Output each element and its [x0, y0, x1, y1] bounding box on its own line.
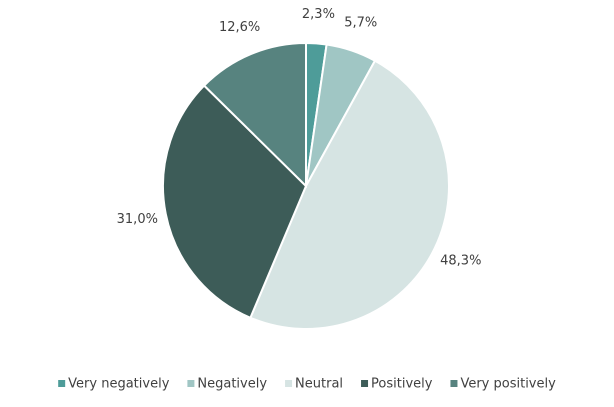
pie-slice [249, 59, 450, 330]
data-label: 12,6% [219, 20, 260, 35]
legend-label: Negatively [197, 377, 267, 392]
legend-marker [361, 380, 369, 387]
legend-label: Very negatively [68, 377, 170, 392]
legend-marker [285, 380, 293, 387]
pie-slice [202, 41, 307, 189]
legend-marker [187, 380, 195, 387]
legend-label: Neutral [295, 377, 343, 392]
data-label: 48,3% [440, 254, 481, 269]
legend-label: Positively [371, 377, 433, 392]
legend-marker [58, 380, 66, 387]
data-label: 5,7% [344, 15, 377, 30]
data-label: 2,3% [302, 7, 335, 22]
legend-marker [450, 380, 458, 387]
pie-slice [162, 84, 308, 320]
legend-label: Very positively [460, 377, 556, 392]
data-label: 31,0% [117, 212, 158, 227]
